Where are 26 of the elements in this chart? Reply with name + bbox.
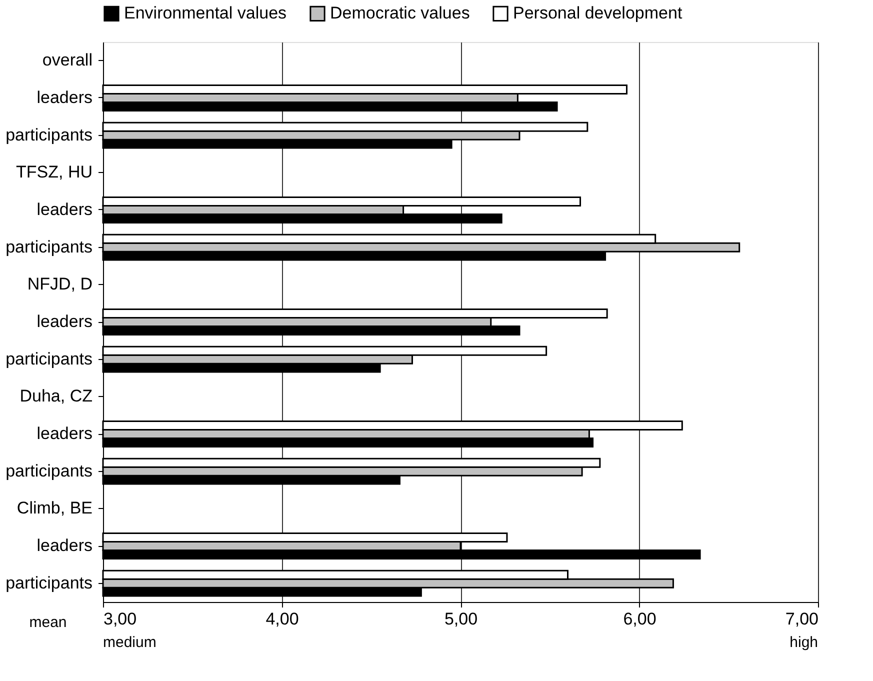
y-tick-label: NFJD, D xyxy=(27,274,92,294)
legend-label: Democratic values xyxy=(330,4,470,23)
y-tick-label: participants xyxy=(6,573,92,592)
y-tick-label: participants xyxy=(6,349,92,368)
y-tick-label: participants xyxy=(6,237,92,256)
x-tick-label: 6,00 xyxy=(623,610,656,628)
text: mean xyxy=(29,614,67,631)
x-tick-label: 4,00 xyxy=(266,610,299,628)
legend-label: Environmental values xyxy=(124,4,287,23)
y-tick-label: leaders xyxy=(36,312,92,331)
y-tick-label: leaders xyxy=(36,424,92,443)
y-tick-label: leaders xyxy=(36,200,92,219)
y-tick-label: leaders xyxy=(36,88,92,107)
text: high xyxy=(790,634,818,651)
text: medium xyxy=(103,634,156,651)
y-tick-label: TFSZ, HU xyxy=(16,162,92,182)
y-tick-label: participants xyxy=(6,461,92,480)
x-tick-label: 3,00 xyxy=(104,610,137,628)
y-tick-label: Climb, BE xyxy=(16,498,92,518)
y-tick-label: participants xyxy=(6,125,92,144)
y-tick-label: overall xyxy=(42,50,92,70)
x-tick-label: 5,00 xyxy=(444,610,478,628)
x-tick-label: 7,00 xyxy=(785,610,818,628)
y-tick-label: Duha, CZ xyxy=(20,386,92,406)
legend-label: Personal development xyxy=(513,4,682,23)
y-tick-label: leaders xyxy=(36,536,92,555)
